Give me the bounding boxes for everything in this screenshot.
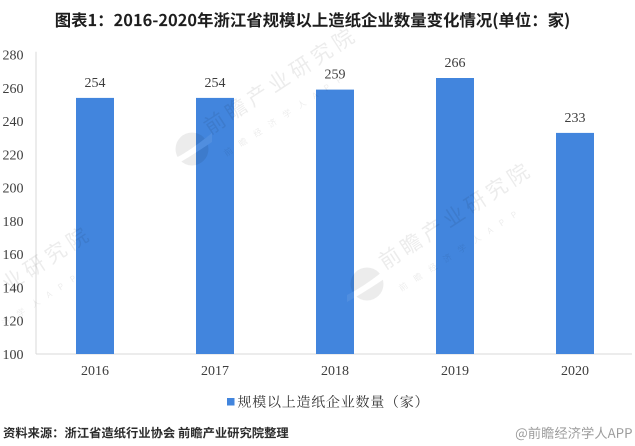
svg-text:233: 233: [565, 111, 586, 126]
svg-text:2017: 2017: [201, 364, 229, 379]
svg-text:266: 266: [445, 56, 466, 71]
svg-text:2020: 2020: [561, 364, 589, 379]
svg-text:200: 200: [3, 182, 24, 197]
svg-text:240: 240: [3, 115, 24, 130]
svg-text:2018: 2018: [321, 364, 349, 379]
svg-text:220: 220: [3, 148, 24, 163]
svg-text:2019: 2019: [441, 364, 469, 379]
svg-text:254: 254: [205, 76, 226, 91]
svg-text:160: 160: [3, 248, 24, 263]
svg-text:180: 180: [3, 215, 24, 230]
svg-text:280: 280: [3, 49, 24, 64]
svg-text:260: 260: [3, 82, 24, 97]
svg-text:254: 254: [85, 76, 106, 91]
svg-text:120: 120: [3, 315, 24, 330]
svg-text:140: 140: [3, 281, 24, 296]
svg-text:259: 259: [325, 68, 346, 83]
svg-text:100: 100: [3, 348, 24, 363]
svg-text:2016: 2016: [81, 364, 109, 379]
